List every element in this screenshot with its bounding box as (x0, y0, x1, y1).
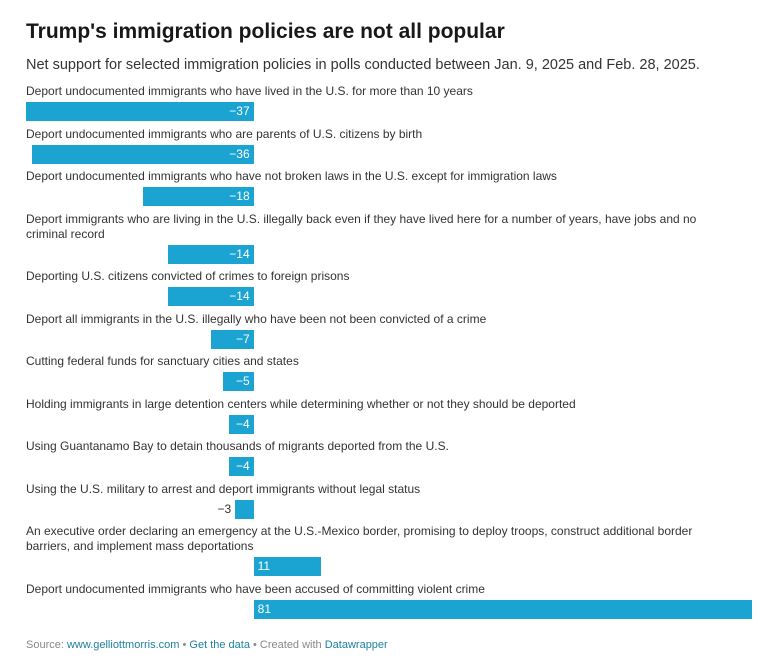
category-label: Using the U.S. military to arrest and de… (26, 481, 421, 496)
category-label: Cutting federal funds for sanctuary citi… (26, 354, 299, 368)
created-with-text: • Created with (249, 639, 325, 651)
source-link[interactable]: www.gelliottmorris.com (66, 639, 180, 651)
bar (235, 499, 254, 519)
value-label: −18 (229, 189, 250, 203)
category-label: Using Guantanamo Bay to detain thousands… (26, 439, 449, 453)
bar (167, 244, 254, 264)
bar (210, 329, 254, 349)
category-label: Deport undocumented immigrants who have … (26, 169, 557, 183)
bar (253, 599, 752, 619)
category-label: Holding immigrants in large detention ce… (26, 396, 576, 411)
value-label: 81 (257, 601, 271, 616)
bar (32, 144, 254, 164)
category-label: Deport undocumented immigrants who have … (26, 581, 485, 596)
value-label: 11 (257, 559, 271, 573)
bar (253, 557, 322, 576)
value-label: −14 (229, 289, 250, 303)
category-label: Deport undocumented immigrants who have … (26, 84, 473, 98)
source-prefix: Source: (26, 639, 67, 651)
value-label: −4 (235, 416, 250, 431)
value-label: −4 (235, 459, 250, 473)
bar (222, 372, 254, 391)
bar-chart: Deport undocumented immigrants who have … (26, 84, 752, 619)
value-label: −7 (235, 331, 250, 346)
bar (142, 187, 254, 206)
category-label: An executive order declaring an emergenc… (26, 524, 693, 553)
chart-footer: Source: www.gelliottmorris.com • Get the… (26, 639, 388, 651)
category-label: Deporting U.S. citizens convicted of cri… (26, 269, 350, 283)
category-label: Deport undocumented immigrants who are p… (26, 126, 423, 141)
value-label: −5 (235, 374, 250, 388)
bar (229, 414, 254, 434)
datawrapper-link[interactable]: Datawrapper (324, 639, 388, 651)
footer-separator: • (179, 639, 190, 651)
bar (26, 102, 254, 121)
category-label: Deport immigrants who are living in the … (26, 211, 697, 241)
value-label: −36 (229, 146, 250, 161)
category-label: Deport all immigrants in the U.S. illega… (26, 311, 487, 326)
bar (167, 287, 254, 306)
value-label: −14 (229, 246, 250, 261)
chart-title: Trump's immigration policies are not all… (26, 20, 505, 43)
bar (229, 457, 254, 476)
chart-subtitle: Net support for selected immigration pol… (26, 57, 700, 73)
value-label: −37 (229, 104, 250, 118)
value-label: −3 (217, 501, 232, 516)
get-data-link[interactable]: Get the data (189, 639, 250, 651)
